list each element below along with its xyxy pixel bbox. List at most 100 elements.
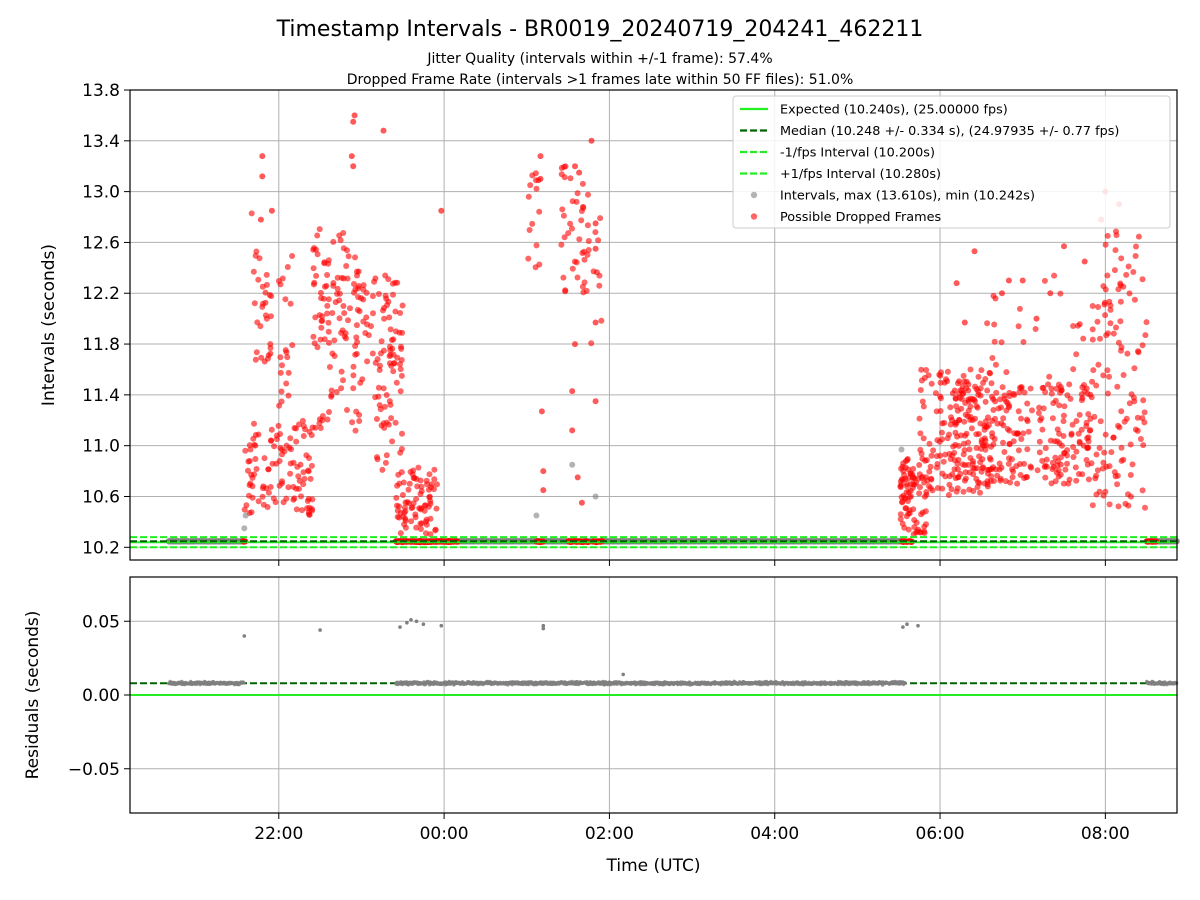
dropped-frame-point: [1066, 476, 1073, 483]
dropped-frame-point: [977, 392, 984, 399]
dropped-frame-point: [1125, 502, 1132, 509]
dropped-frame-point: [988, 380, 995, 387]
dropped-frame-point: [977, 385, 984, 392]
dropped-frame-point: [977, 459, 984, 466]
dropped-frame-point: [1102, 312, 1109, 319]
dropped-frame-point: [1131, 365, 1138, 372]
interval-point: [569, 461, 576, 468]
dropped-frame-point: [1011, 430, 1018, 437]
dropped-frame-point: [289, 253, 296, 259]
dropped-frame-point: [525, 255, 532, 262]
dropped-frame-point: [423, 530, 429, 537]
dropped-frame-point: [319, 413, 326, 419]
dropped-frame-point: [990, 292, 997, 299]
dropped-frame-point: [363, 289, 370, 296]
dropped-frame-point: [977, 420, 984, 427]
dropped-frame-point: [561, 234, 568, 241]
dropped-frame-point: [293, 506, 300, 513]
dropped-frame-point: [1104, 367, 1111, 374]
dropped-frame-point: [397, 388, 404, 395]
residuals-scatter: [167, 618, 1179, 687]
dropped-frame-point: [314, 344, 321, 351]
dropped-frame-point: [330, 238, 337, 245]
dropped-frame-point: [946, 431, 952, 438]
dropped-frame-point: [318, 318, 325, 324]
dropped-frame-point: [940, 458, 947, 465]
dropped-frame-point: [1032, 326, 1039, 332]
dropped-frame-point: [576, 236, 583, 243]
dropped-frame-point: [295, 473, 302, 480]
dropped-frame-point: [324, 272, 331, 278]
dropped-frame-point: [299, 507, 305, 514]
dropped-frame-point: [283, 442, 290, 449]
dropped-frame-point: [301, 475, 308, 482]
dropped-frame-point: [325, 296, 332, 303]
dropped-frame-point: [982, 398, 989, 405]
dropped-frame-point: [558, 241, 565, 248]
dropped-frame-point: [356, 411, 363, 418]
legend-entry: Intervals, max (13.610s), min (10.242s): [780, 189, 1035, 204]
dropped-frame-point: [946, 473, 953, 480]
y-tick-label: 10.2: [82, 538, 120, 558]
dropped-frame-point: [1060, 418, 1067, 425]
dropped-frame-point: [299, 417, 306, 424]
dropped-frame-point: [1047, 437, 1054, 444]
dropped-frame-point: [958, 405, 965, 412]
dropped-frame-point: [992, 361, 999, 368]
dropped-frame-point: [1009, 474, 1016, 481]
dropped-frame-point: [980, 379, 987, 386]
dropped-frame-point: [937, 372, 944, 379]
dropped-frame-point: [1057, 471, 1064, 478]
dropped-frame-point: [579, 180, 586, 187]
dropped-frame-point: [910, 465, 917, 472]
dropped-frame-point: [966, 469, 973, 476]
dropped-frame-point: [1093, 451, 1100, 458]
interval-point: [592, 493, 599, 500]
dropped-frame-point: [1118, 444, 1125, 451]
dropped-frame-point: [373, 416, 380, 422]
dropped-frame-point: [991, 321, 998, 328]
dropped-frame-point: [378, 338, 385, 345]
dropped-frame-point: [268, 437, 274, 444]
dropped-frame-point: [259, 283, 266, 290]
dropped-frame-point: [396, 503, 402, 510]
dropped-frame-point: [1089, 378, 1096, 385]
dropped-frame-point: [267, 313, 274, 320]
dropped-frame-point: [1139, 342, 1146, 349]
dropped-frame-point: [975, 479, 982, 486]
dropped-frame-point: [1057, 290, 1064, 297]
dropped-frame-point: [952, 421, 959, 428]
dropped-frame-point: [1140, 397, 1147, 404]
dropped-frame-point: [917, 484, 923, 491]
dropped-frame-point: [1066, 381, 1073, 388]
dropped-frame-point: [1093, 491, 1100, 498]
dropped-frame-point: [955, 380, 961, 387]
dropped-frame-point: [1100, 372, 1107, 379]
dropped-frame-point: [372, 394, 379, 401]
dropped-frame-point: [1060, 433, 1067, 439]
dropped-frame-point: [584, 251, 591, 258]
dropped-frame-point: [250, 435, 257, 442]
dropped-frame-point: [351, 112, 358, 119]
dropped-frame-point: [1130, 269, 1137, 275]
dropped-frame-point: [381, 304, 388, 311]
dropped-frame-point: [1014, 480, 1021, 487]
dropped-frame-point: [986, 369, 993, 376]
dropped-frame-point: [1139, 276, 1146, 283]
dropped-frame-point: [592, 229, 599, 236]
dropped-frame-point: [527, 182, 534, 189]
dropped-frame-point: [1001, 449, 1008, 455]
dropped-frame-point: [989, 430, 996, 437]
dropped-frame-point: [252, 356, 259, 363]
dropped-frame-point: [387, 401, 394, 408]
dropped-frame-point: [985, 414, 991, 421]
dropped-frame-point: [1104, 272, 1111, 279]
dropped-frame-point: [1135, 348, 1141, 355]
dropped-frame-point: [1142, 504, 1148, 511]
dropped-frame-point: [902, 505, 909, 512]
legend-entry: -1/fps Interval (10.200s): [780, 146, 935, 161]
dropped-frame-point: [1006, 455, 1012, 462]
dropped-frame-point: [340, 230, 347, 236]
dropped-frame-point: [340, 377, 346, 384]
dropped-frame-point: [1081, 258, 1088, 265]
